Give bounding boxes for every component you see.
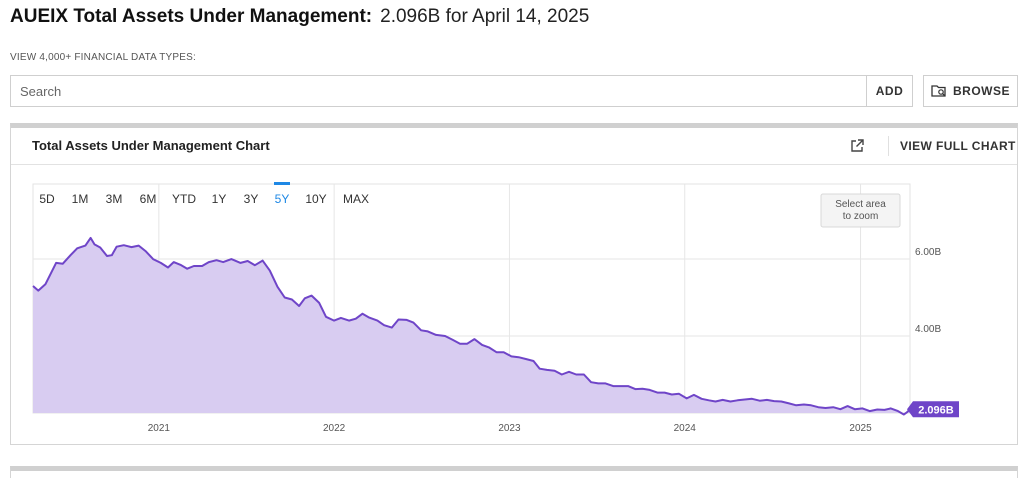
range-button-6m[interactable]: 6M <box>140 192 157 206</box>
y-tick-label: 4.00B <box>915 324 941 335</box>
zoom-hint-text: to zoom <box>843 211 879 222</box>
x-tick-label: 2021 <box>148 423 171 434</box>
range-button-10y[interactable]: 10Y <box>305 192 326 206</box>
zoom-hint-box <box>820 193 901 228</box>
range-button-5y[interactable]: 5Y <box>275 192 290 206</box>
x-tick-label: 2022 <box>323 423 346 434</box>
range-button-5d[interactable]: 5D <box>39 192 55 206</box>
folder-search-icon <box>931 85 946 97</box>
section-label: VIEW 4,000+ FINANCIAL DATA TYPES: <box>10 52 197 63</box>
series-area <box>33 237 910 415</box>
last-value-badge <box>907 401 959 418</box>
chart-panel-header: Total Assets Under Management Chart VIEW… <box>11 128 1017 165</box>
x-tick-label: 2024 <box>674 423 697 434</box>
header-divider <box>888 136 889 156</box>
range-button-3m[interactable]: 3M <box>106 192 123 206</box>
browse-button[interactable]: BROWSE <box>923 75 1018 107</box>
range-button-ytd[interactable]: YTD <box>172 192 196 206</box>
range-button-max[interactable]: MAX <box>343 192 369 206</box>
next-panel-edge <box>10 466 1018 478</box>
range-button-1m[interactable]: 1M <box>72 192 89 206</box>
x-tick-label: 2023 <box>498 423 521 434</box>
series-line <box>32 236 911 416</box>
range-button-3y[interactable]: 3Y <box>244 192 259 206</box>
zoom-hint-text: Select area <box>835 199 886 210</box>
last-value-label: 2.096B <box>918 404 954 416</box>
browse-label: BROWSE <box>953 84 1010 98</box>
page-title-main: AUEIX Total Assets Under Management: <box>10 6 373 27</box>
external-link-icon[interactable] <box>849 138 865 154</box>
view-full-chart-link[interactable]: VIEW FULL CHART <box>900 139 1016 153</box>
x-tick-label: 2025 <box>849 423 872 434</box>
active-range-indicator <box>274 182 290 185</box>
chart-panel: Total Assets Under Management Chart VIEW… <box>10 123 1018 445</box>
search-input[interactable] <box>11 76 866 106</box>
page-title-value: 2.096B for April 14, 2025 <box>380 6 590 27</box>
chart-panel-title: Total Assets Under Management Chart <box>32 138 270 153</box>
add-button[interactable]: ADD <box>866 76 912 106</box>
range-button-1y[interactable]: 1Y <box>212 192 227 206</box>
y-tick-label: 6.00B <box>915 247 941 258</box>
search-bar: ADD <box>10 75 913 107</box>
page-title: AUEIX Total Assets Under Management: 2.0… <box>10 6 589 30</box>
